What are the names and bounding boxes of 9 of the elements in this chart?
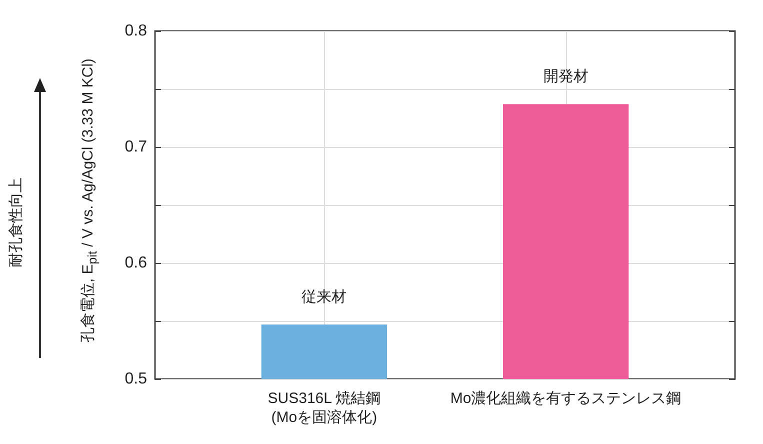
y-tick-label: 0.5 [124, 370, 148, 388]
x-tick-label: SUS316L 焼結鋼 (Moを固溶体化) [268, 390, 381, 426]
y-tick-label: 0.7 [124, 138, 148, 156]
data-label: 従来材 [302, 288, 347, 306]
text: 耐孔食性向上 [6, 177, 26, 267]
y-tick-label: 0.8 [124, 22, 148, 40]
x-tick-label: Mo濃化組織を有するステンレス鋼 [450, 390, 682, 407]
data-label: 開発材 [543, 68, 588, 86]
y-tick-label: 0.6 [124, 254, 148, 272]
